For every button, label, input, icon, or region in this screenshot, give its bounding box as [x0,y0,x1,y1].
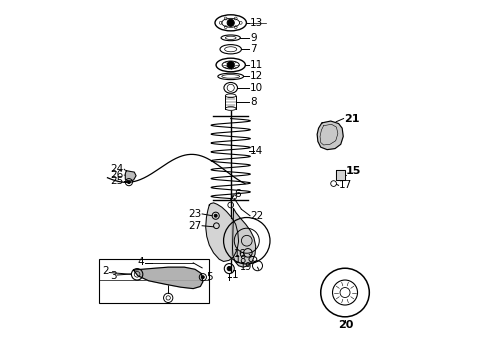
Text: 13: 13 [250,18,263,28]
Text: 21: 21 [344,113,360,123]
Text: 2: 2 [102,266,109,276]
Text: 18: 18 [235,255,247,265]
Text: 7: 7 [250,44,257,54]
Polygon shape [336,170,345,180]
Polygon shape [125,171,136,181]
Text: 25: 25 [110,176,123,186]
Text: 5: 5 [206,272,213,282]
Text: 10: 10 [250,83,263,93]
Text: 8: 8 [250,97,257,107]
Text: 1: 1 [231,270,238,280]
Circle shape [127,181,130,184]
Circle shape [214,214,217,217]
Text: 27: 27 [188,221,201,231]
Text: 11: 11 [250,60,263,70]
Text: 17: 17 [339,180,353,190]
Text: 15: 15 [346,166,362,176]
Polygon shape [206,203,239,261]
Text: 16: 16 [234,249,246,259]
Circle shape [227,266,231,271]
Circle shape [227,19,234,26]
Circle shape [201,276,204,279]
Text: 20: 20 [338,320,353,330]
Text: 4: 4 [138,257,144,267]
Text: 3: 3 [110,271,117,281]
Polygon shape [134,267,203,289]
Polygon shape [317,121,343,150]
Polygon shape [232,208,256,267]
Text: 19: 19 [240,262,252,272]
Text: 26: 26 [110,170,123,180]
Text: 23: 23 [188,209,201,219]
Text: 24: 24 [110,164,123,174]
Text: 12: 12 [250,71,263,81]
Bar [98,258,209,303]
Text: 22: 22 [251,211,264,221]
Text: 14: 14 [250,147,263,157]
Text: 6: 6 [234,189,241,199]
Text: 9: 9 [250,33,257,43]
Circle shape [227,62,234,68]
